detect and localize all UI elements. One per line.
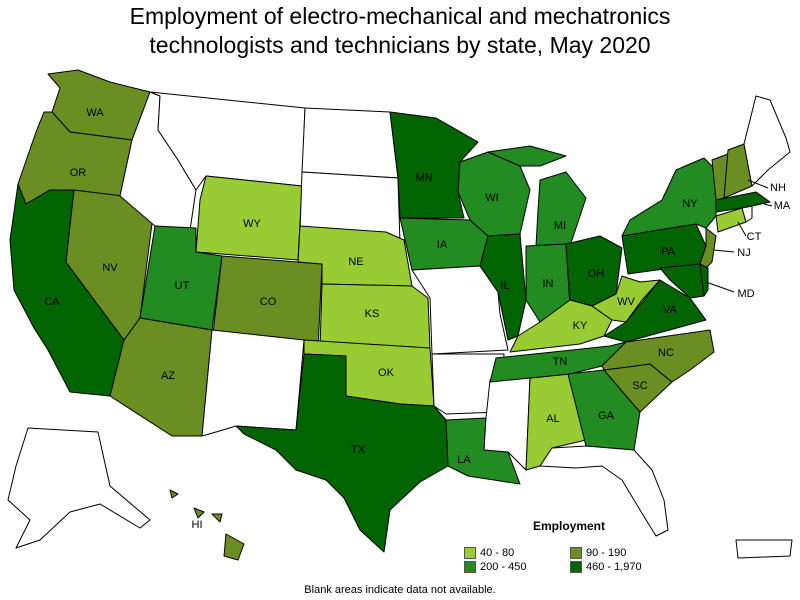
state-nd[interactable] <box>301 107 399 179</box>
label-tx: TX <box>351 444 366 456</box>
legend-title: Employment <box>532 519 605 533</box>
label-la: LA <box>457 454 471 466</box>
label-hi: HI <box>192 519 203 531</box>
label-nj: NJ <box>737 247 750 259</box>
state-wv[interactable] <box>591 275 661 323</box>
label-co: CO <box>260 296 277 308</box>
label-ok: OK <box>378 367 395 379</box>
label-or: OR <box>70 167 87 179</box>
label-wi: WI <box>485 192 498 204</box>
label-az: AZ <box>161 370 175 382</box>
label-ks: KS <box>365 308 380 320</box>
state-ga[interactable] <box>567 369 641 451</box>
legend-swatch-90-190 <box>570 547 582 559</box>
label-nh: NH <box>770 182 786 194</box>
label-pa: PA <box>661 246 676 258</box>
label-in: IN <box>543 278 554 290</box>
label-al: AL <box>546 413 559 425</box>
label-tn: TN <box>553 356 568 368</box>
leader-md <box>705 281 735 293</box>
label-nv: NV <box>102 262 118 274</box>
leader-nj <box>713 249 735 253</box>
legend-item-460-1970: 460 - 1,970 <box>570 561 674 573</box>
state-wy[interactable] <box>195 175 303 261</box>
legend-item-90-190: 90 - 190 <box>570 547 674 559</box>
map-title: Employment of electro-mechanical and mec… <box>0 2 800 60</box>
legend-swatch-200-450 <box>464 561 476 573</box>
label-mi: MI <box>554 220 566 232</box>
label-sc: SC <box>632 380 647 392</box>
label-ca: CA <box>44 296 60 308</box>
legend-grid: 40 - 80 90 - 190 200 - 450 460 - 1,970 <box>464 547 674 573</box>
label-mn: MN <box>415 172 432 184</box>
label-ma: MA <box>774 200 791 212</box>
leader-ct <box>737 221 747 237</box>
label-md: MD <box>737 288 754 300</box>
legend-item-40-80: 40 - 80 <box>464 547 570 559</box>
leader-nh <box>747 179 769 189</box>
legend-swatch-460-1970 <box>570 561 582 573</box>
state-md[interactable] <box>659 263 705 299</box>
legend: Employment 40 - 80 90 - 190 200 - 450 46… <box>464 519 674 573</box>
footnote: Blank areas indicate data not available. <box>304 584 496 596</box>
state-ks[interactable] <box>319 283 431 349</box>
label-wa: WA <box>86 107 104 119</box>
legend-label-460-1970: 460 - 1,970 <box>586 561 642 573</box>
state-ma[interactable] <box>715 191 771 213</box>
label-il: IL <box>500 280 509 292</box>
state-me[interactable] <box>743 95 791 187</box>
legend-label-90-190: 90 - 190 <box>586 547 627 559</box>
label-wy: WY <box>243 218 261 230</box>
map-title-line-1: Employment of electro-mechanical and mec… <box>129 3 671 29</box>
leader-ma <box>763 203 773 207</box>
label-ct: CT <box>747 231 762 243</box>
label-ny: NY <box>682 198 698 210</box>
state-nm[interactable] <box>201 329 305 437</box>
legend-label-40-80: 40 - 80 <box>480 547 515 559</box>
label-nc: NC <box>658 347 674 359</box>
state-ak[interactable] <box>7 427 151 549</box>
state-tx[interactable] <box>235 353 449 553</box>
label-oh: OH <box>588 268 605 280</box>
state-nc[interactable] <box>601 329 715 383</box>
state-ny[interactable] <box>621 157 717 237</box>
territory-pr[interactable] <box>735 539 793 559</box>
legend-swatch-40-80 <box>464 547 476 559</box>
state-il[interactable] <box>479 233 527 341</box>
state-de[interactable] <box>699 263 709 297</box>
label-ut: UT <box>175 280 190 292</box>
map-title-line-2: technologists and technicians by state, … <box>149 32 651 58</box>
label-va: VA <box>663 304 678 316</box>
legend-item-200-450: 200 - 450 <box>464 561 570 573</box>
legend-label-200-450: 200 - 450 <box>480 561 527 573</box>
label-ky: KY <box>573 320 588 332</box>
state-fl[interactable] <box>539 445 669 537</box>
label-wv: WV <box>617 296 635 308</box>
label-ia: IA <box>437 239 448 251</box>
state-hi[interactable] <box>169 489 245 561</box>
state-ar[interactable] <box>431 353 505 415</box>
label-ne: NE <box>348 256 363 268</box>
label-ga: GA <box>598 410 615 422</box>
